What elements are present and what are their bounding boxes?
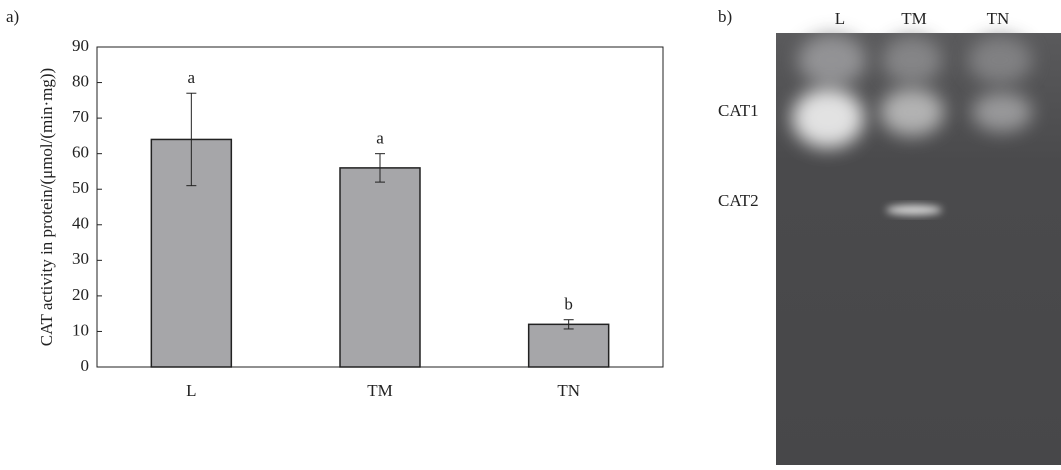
lane-label: TM (901, 9, 927, 28)
significance-letter: a (376, 129, 384, 148)
y-tick-label: 0 (81, 356, 90, 375)
bar (340, 168, 420, 367)
y-tick-label: 80 (72, 71, 89, 90)
figure: a) CAT activity in protein/(μmol/(min·mg… (0, 0, 1061, 465)
panel-label: a) (6, 7, 19, 26)
y-tick-label: 50 (72, 178, 89, 197)
y-tick-label: 10 (72, 320, 89, 339)
x-tick-label: L (186, 381, 196, 400)
significance-letter: a (188, 68, 196, 87)
y-tick-label: 30 (72, 249, 89, 268)
y-tick-label: 90 (72, 36, 89, 55)
x-tick-label: TN (557, 381, 580, 400)
significance-letter: b (564, 295, 573, 314)
y-tick-label: 20 (72, 285, 89, 304)
bar (529, 324, 609, 367)
y-tick-label: 70 (72, 107, 89, 126)
y-axis-label: CAT activity in protein/(μmol/(min·mg)) (37, 68, 56, 346)
gel-image (776, 33, 1061, 465)
band-label: CAT2 (718, 191, 759, 210)
lane-label: L (835, 9, 845, 28)
band-label: CAT1 (718, 101, 759, 120)
plot-area: 0 10 20 30 40 50 60 70 80 90 La TM a TN b (72, 36, 609, 400)
y-tick-label: 40 (72, 214, 89, 233)
y-tick-label: 60 (72, 143, 89, 162)
page: {"chart_data": {"type": "bar", "panel_la… (0, 0, 1061, 465)
lane-label: TN (987, 9, 1010, 28)
x-tick-label: TM (367, 381, 393, 400)
panel-label: b) (718, 7, 732, 26)
